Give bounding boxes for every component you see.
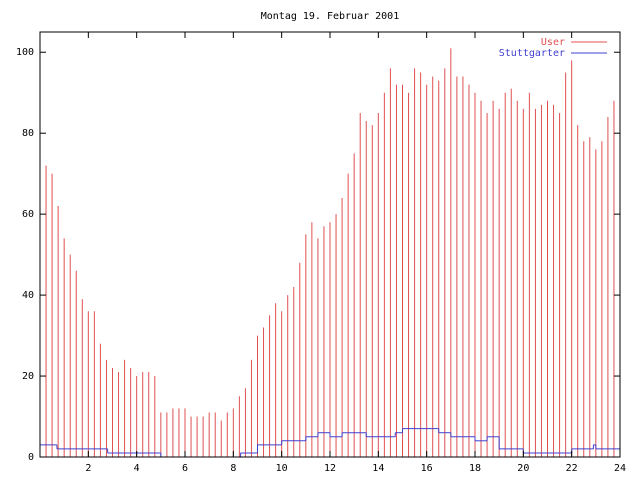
y-tick-label: 40 bbox=[22, 290, 34, 301]
x-tick-label: 6 bbox=[182, 463, 188, 474]
y-tick-label: 20 bbox=[22, 371, 34, 382]
x-tick-label: 2 bbox=[85, 463, 91, 474]
y-tick-label: 80 bbox=[22, 128, 34, 139]
y-tick-label: 60 bbox=[22, 209, 34, 220]
legend-label: Stuttgarter bbox=[499, 48, 565, 59]
x-tick-label: 20 bbox=[517, 463, 529, 474]
x-tick-label: 10 bbox=[276, 463, 288, 474]
x-tick-label: 8 bbox=[230, 463, 236, 474]
x-tick-label: 22 bbox=[566, 463, 578, 474]
x-tick-label: 18 bbox=[469, 463, 481, 474]
x-tick-label: 4 bbox=[134, 463, 140, 474]
y-tick-label: 0 bbox=[28, 452, 34, 463]
x-tick-label: 14 bbox=[372, 463, 384, 474]
x-tick-label: 24 bbox=[614, 463, 626, 474]
x-tick-label: 16 bbox=[421, 463, 433, 474]
y-tick-label: 100 bbox=[16, 47, 34, 58]
x-tick-label: 12 bbox=[324, 463, 336, 474]
chart-title: Montag 19. Februar 2001 bbox=[261, 11, 399, 22]
legend-label: User bbox=[541, 37, 565, 48]
